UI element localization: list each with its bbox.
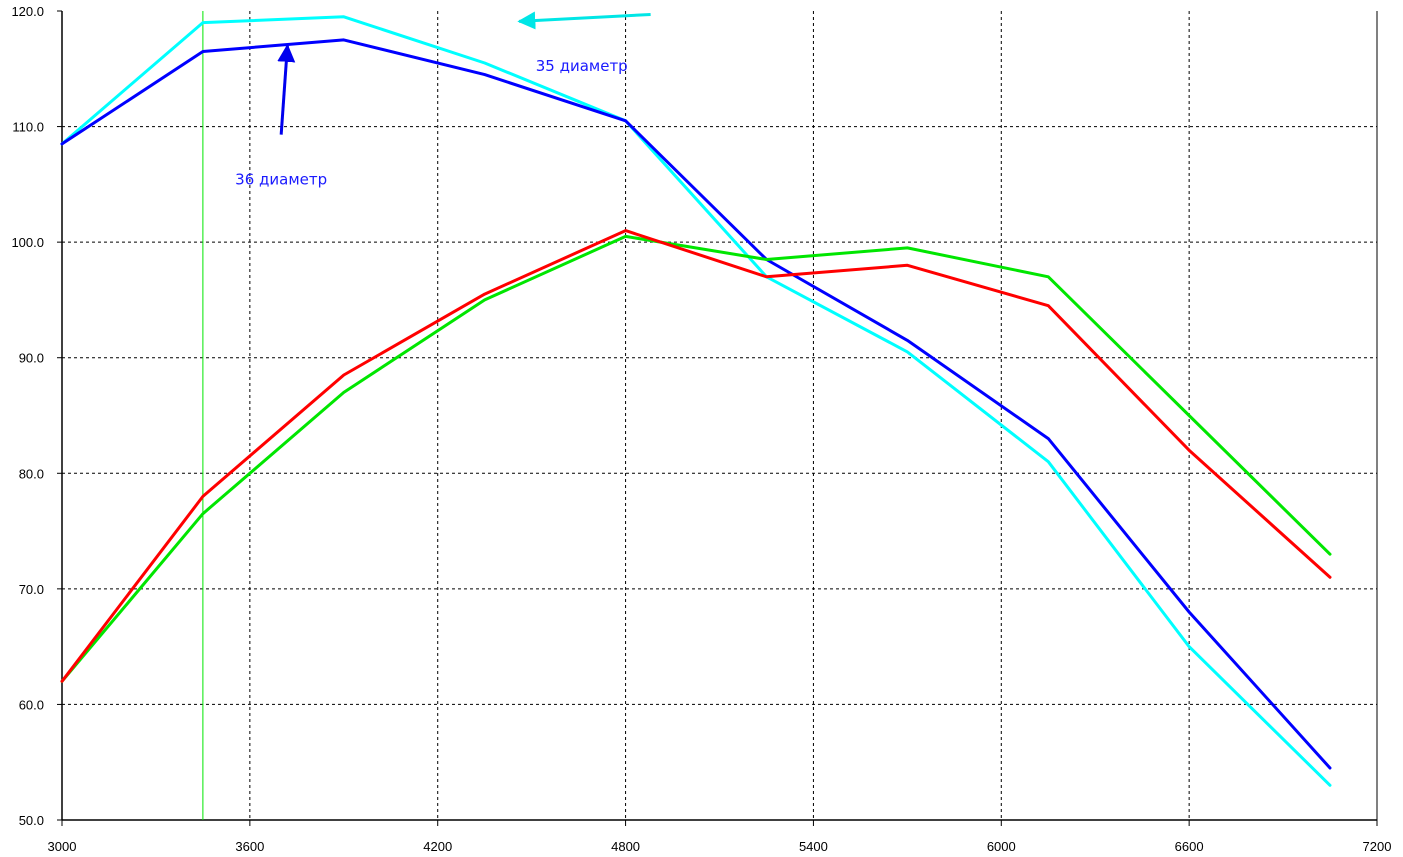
x-tick-label: 6000 — [987, 839, 1016, 854]
annotation-arrow — [517, 11, 651, 30]
x-tick-label: 4800 — [611, 839, 640, 854]
series-line-0 — [60, 15, 1332, 787]
annotation-label: 35 диаметр — [536, 57, 628, 75]
y-tick-label: 50.0 — [19, 813, 44, 828]
x-tick-label: 7200 — [1363, 839, 1392, 854]
y-tick-label: 90.0 — [19, 351, 44, 366]
series-line-2 — [60, 234, 1332, 683]
series-line-3 — [60, 229, 1332, 683]
x-tick-label: 4200 — [423, 839, 452, 854]
tick-labels: 3000 3600 4200 4800 5400 6000 6600 7200 50.0 60.0… — [11, 4, 1391, 854]
y-tick-label: 60.0 — [19, 697, 44, 712]
y-tick-label: 100.0 — [11, 235, 44, 250]
annotation-arrow — [277, 43, 296, 135]
axes — [57, 10, 1378, 826]
x-tick-label: 6600 — [1175, 839, 1204, 854]
series-line-1 — [60, 38, 1332, 770]
y-tick-label: 80.0 — [19, 466, 44, 481]
grid — [62, 11, 1377, 820]
annotations: 35 диаметр 36 диаметр — [235, 11, 651, 188]
annotation-label: 36 диаметр — [235, 170, 327, 188]
y-tick-label: 110.0 — [12, 120, 44, 135]
y-tick-label: 70.0 — [19, 582, 44, 597]
y-tick-label: 120.0 — [11, 4, 44, 19]
x-tick-label: 5400 — [799, 839, 828, 854]
x-tick-label: 3600 — [235, 839, 264, 854]
x-tick-label: 3000 — [48, 839, 77, 854]
series-group — [60, 15, 1332, 787]
